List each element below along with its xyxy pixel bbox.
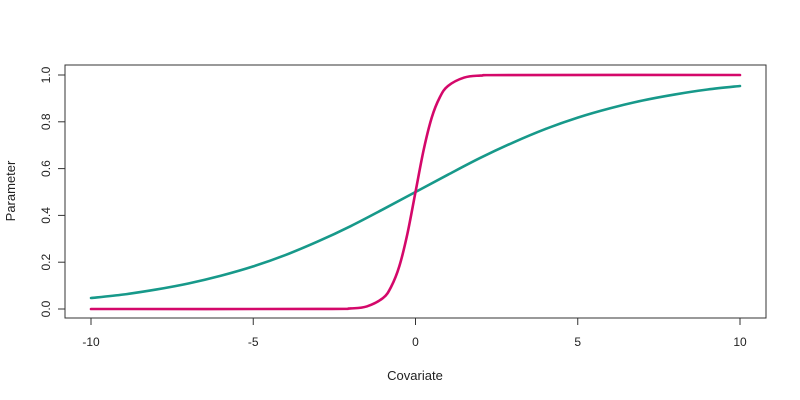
y-tick-label: 0.0 <box>39 300 53 317</box>
y-tick-label: 0.6 <box>39 160 53 177</box>
x-tick-label: 0 <box>412 335 419 349</box>
y-tick-label: 0.4 <box>39 207 53 224</box>
y-axis-title: Parameter <box>3 160 18 221</box>
x-tick-label: 10 <box>733 335 747 349</box>
x-axis-title: Covariate <box>387 368 443 383</box>
x-axis: -10 -5 0 5 10 <box>82 317 747 349</box>
y-axis: 0.0 0.2 0.4 0.6 0.8 1.0 <box>39 66 66 317</box>
x-tick-label: 5 <box>574 335 581 349</box>
series-line-2 <box>89 73 742 311</box>
y-tick-label: 0.8 <box>39 113 53 130</box>
x-tick-label: -5 <box>248 335 259 349</box>
x-tick-label: -10 <box>82 335 100 349</box>
series-layer <box>89 73 742 311</box>
y-tick-label: 1.0 <box>39 66 53 83</box>
y-tick-label: 0.2 <box>39 254 53 271</box>
